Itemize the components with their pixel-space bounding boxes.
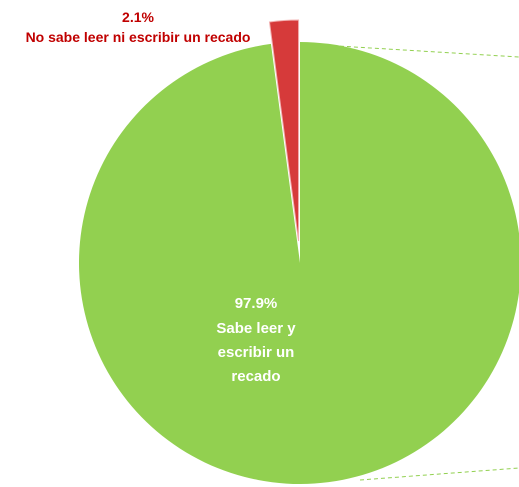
pie-slice-no-sabe-leer [268, 19, 300, 242]
slice-value-label-no-sabe: 2.1% [122, 9, 154, 25]
connector-line-bottom [359, 467, 519, 481]
pie-slice-sabe-leer [79, 42, 519, 484]
slice-category-label-no-sabe: No sabe leer ni escribir un recado [26, 29, 251, 45]
slice-category-label-sabe-line-3: recado [231, 368, 280, 385]
slice-category-label-sabe-line-1: Sabe leer y [216, 320, 296, 337]
slice-value-label-sabe: 97.9% [235, 295, 278, 312]
slice-category-label-sabe-line-2: escribir un [218, 344, 295, 361]
